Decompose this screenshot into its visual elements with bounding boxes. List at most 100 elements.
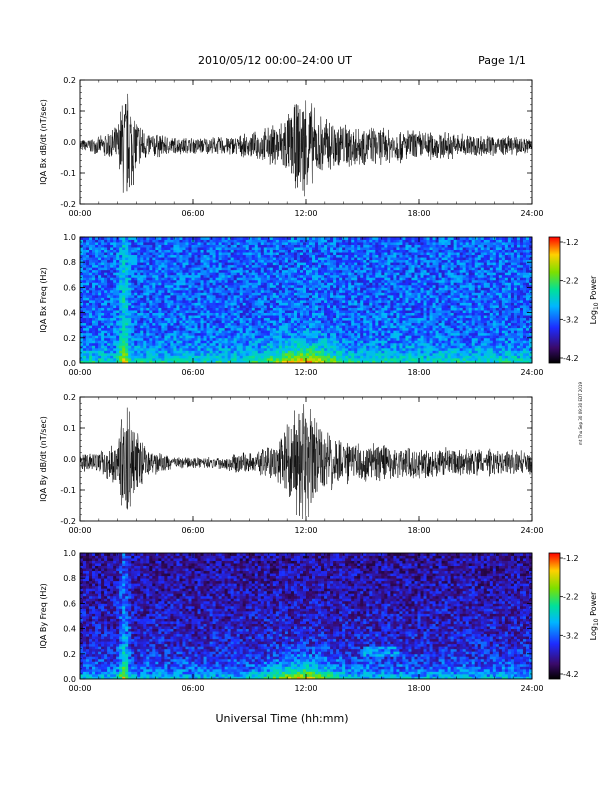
spectrogram-cell [315,350,319,354]
spectrogram-cell [104,247,108,250]
spectrogram-cell [312,337,316,341]
spectrogram-cell [227,257,232,261]
spectrogram-cell [224,284,229,288]
spectrogram-cell [315,264,319,268]
spectrogram-cell [312,327,316,331]
spectrogram-cell [86,325,90,329]
spectrogram-cell [312,257,316,261]
spectrogram-cell [287,259,292,263]
spectrogram-cell [206,267,210,271]
spectrogram-cell [324,317,328,321]
spectrogram-cell [339,335,343,339]
spectrogram-cell [233,264,238,268]
spectrogram-cell [330,292,334,296]
spectrogram-cell [336,325,340,329]
spectrogram-cell [245,320,250,324]
spectrogram-cell [101,279,105,283]
spectrogram-cell [357,284,361,288]
spectrogram-cell [152,262,156,266]
spectrogram-cell [306,355,310,359]
spectrogram-cell [336,310,340,313]
spectrogram-cell [155,249,159,253]
spectrogram-cell [318,237,322,240]
spectrogram-cell [372,340,376,344]
spectrogram-cell [149,315,153,319]
spectrogram-cell [254,325,259,329]
spectrogram-cell [215,312,220,316]
spectrogram-cell [306,335,310,339]
spectrogram-cell [339,287,343,291]
spectrogram-cell [176,289,180,293]
spectrogram-cell [167,345,171,349]
spectrogram-cell [143,272,147,276]
spectrogram-cell [248,282,253,286]
spectrogram-cell [327,340,331,344]
spectrogram-cell [209,277,213,281]
spectrogram-cell [158,252,162,256]
spectrogram-cell [290,307,295,311]
spectrogram-cell [306,352,310,356]
spectrogram-cell [366,312,370,316]
spectrogram-cell [315,252,319,256]
spectrogram-cell [345,337,349,341]
spectrogram-cell [101,312,105,316]
spectrogram-cell [345,332,349,336]
spectrogram-cell [86,297,90,301]
spectrogram-cell [327,279,331,283]
spectrogram-cell [293,315,298,319]
spectrogram-cell [281,300,286,303]
spectrogram-cell [299,335,304,339]
spectrogram-cell [287,300,292,303]
spectrogram-cell [158,350,162,354]
spectrogram-cell [191,345,195,349]
spectrogram-cell [302,242,307,245]
spectrogram-cell [215,284,220,288]
spectrogram-cell [369,274,373,278]
spectrogram-cell [110,292,114,296]
spectrogram-cell [257,269,262,273]
spectrogram-cell [155,302,159,306]
spectrogram-cell [104,322,108,326]
spectrogram-cell [95,350,99,354]
spectrogram-cell [188,310,192,313]
spectrogram-cell [257,310,262,313]
spectrogram-cell [98,259,102,263]
spectrogram-cell [269,289,274,293]
spectrogram-cell [372,337,376,341]
spectrogram-cell [287,247,292,250]
spectrogram-cell [333,264,337,268]
spectrogram-cell [263,279,268,283]
spectrogram-cell [182,357,186,361]
spectrogram-cell [197,355,201,359]
spectrogram-cell [309,237,313,240]
spectrogram-cell [296,320,301,324]
spectrogram-cell [309,327,313,331]
spectrogram-cell [122,307,126,311]
spectrogram-cell [260,297,265,301]
spectrogram-cell [113,297,117,301]
spectrogram-cell [140,337,144,341]
spectrogram-cell [342,274,346,278]
spectrogram-cell [327,315,331,319]
spectrogram-cell [281,249,286,253]
spectrogram-cell [86,355,90,359]
spectrogram-cell [182,330,186,334]
spectrogram-cell [278,297,283,301]
spectrogram-cell [227,267,232,271]
spectrogram-cell [173,300,177,303]
spectrogram-cell [248,307,253,311]
spectrogram-cell [83,272,87,276]
spectrogram-cell [134,284,138,288]
spectrogram-cell [119,247,123,250]
spectrogram-cell [161,360,165,364]
spectrogram-cell [309,335,313,339]
spectrogram-cell [287,332,292,336]
spectrogram-cell [360,360,364,364]
spectrogram-cell [128,360,132,364]
spectrogram-cell [345,292,349,296]
spectrogram-cell [345,345,349,349]
spectrogram-cell [185,242,189,245]
spectrogram-cell [89,307,93,311]
spectrogram-cell [140,357,144,361]
spectrogram-cell [318,259,322,263]
